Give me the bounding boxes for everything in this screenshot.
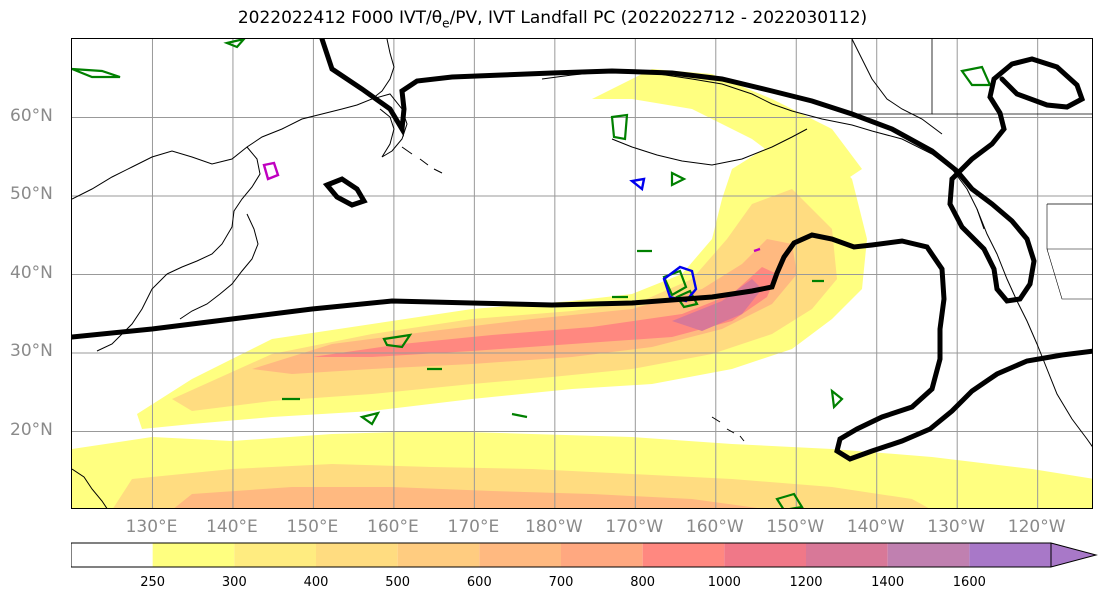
colorbar-tick-800: 800	[630, 575, 656, 590]
colorbar-tick-300: 300	[221, 575, 247, 590]
map-panel	[71, 38, 1093, 509]
lon-label-150W: 150°W	[766, 517, 825, 537]
colorbar-tick-400: 400	[303, 575, 329, 590]
colorbar-tick-600: 600	[466, 575, 492, 590]
chart-title: 2022022412 F000 IVT/θe/PV, IVT Landfall …	[237, 8, 868, 31]
colorbar-tick-1400: 1400	[871, 575, 905, 590]
ivt-region-250-north	[592, 69, 862, 189]
ivt-region-600	[252, 239, 797, 374]
colorbar-segment-250	[152, 543, 235, 567]
lon-label-130W: 130°W	[927, 517, 986, 537]
colorbar-segment-300	[234, 543, 316, 567]
lon-label-150E: 150°E	[286, 517, 339, 537]
ivt-shading	[72, 69, 1092, 508]
lon-label-160E: 160°E	[367, 517, 419, 537]
colorbar-tick-500: 500	[385, 575, 411, 590]
lat-label-50: 50°N	[10, 184, 53, 204]
lat-label-60: 60°N	[10, 105, 53, 126]
colorbar-segment-800	[642, 543, 725, 567]
ivt-region-600-south	[174, 487, 758, 508]
lat-label-20: 20°N	[10, 419, 53, 440]
pv-contours	[262, 161, 761, 303]
ivt-region-800	[312, 267, 777, 357]
lon-label-170W: 170°W	[605, 517, 664, 537]
colorbar-tick-700: 700	[548, 575, 574, 590]
lon-label-170E: 170°E	[447, 517, 500, 537]
colorbar-tick-250: 250	[140, 575, 166, 590]
colorbar-frame	[71, 542, 1051, 568]
lon-label-180W: 180°W	[524, 517, 583, 537]
colorbar-tick-1200: 1200	[789, 575, 823, 590]
colorbar-segment-1000	[724, 543, 806, 567]
lon-label-120W: 120°W	[1007, 517, 1066, 537]
colorbar-tick-1600: 1600	[952, 575, 986, 590]
lon-label-160W: 160°W	[685, 517, 744, 537]
coastlines	[72, 39, 1092, 508]
lat-label-30: 30°N	[10, 341, 53, 361]
ivt-landfall-contour	[72, 39, 1092, 462]
colorbar-segment-1400	[887, 543, 970, 567]
lon-label-140W: 140°W	[846, 517, 905, 537]
colorbar-segment-600	[479, 543, 561, 567]
colorbar-segment-500	[397, 543, 480, 567]
lon-label-130E: 130°E	[125, 517, 178, 537]
ivt-colorbar	[71, 542, 1098, 568]
colorbar-segment-1600	[969, 543, 1051, 567]
colorbar-segment-400	[316, 543, 398, 567]
lon-label-140E: 140°E	[206, 517, 258, 537]
colorbar-segment-1200	[806, 543, 888, 567]
colorbar-tick-1000: 1000	[707, 575, 741, 590]
map-canvas	[72, 39, 1092, 508]
colorbar-segment-700	[561, 543, 643, 567]
colorbar-segment-below	[71, 543, 153, 567]
colorbar-extend-arrow	[1050, 542, 1098, 568]
lat-label-40: 40°N	[10, 262, 53, 283]
theta-e-contours	[72, 39, 992, 508]
